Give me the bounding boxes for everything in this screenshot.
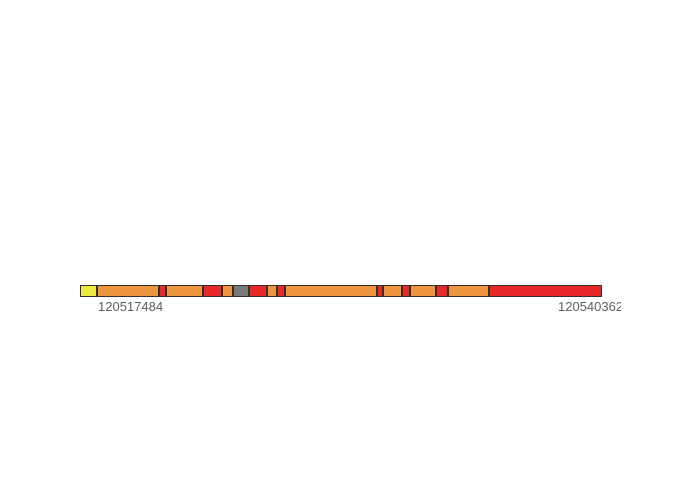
track-segment-red[interactable] [436, 285, 448, 297]
genomic-track [80, 285, 602, 297]
track-segment-red[interactable] [277, 285, 285, 297]
track-segment-orange[interactable] [285, 285, 377, 297]
track-segment-yellow[interactable] [80, 285, 97, 297]
axis-tick-label-end-clip: 120540362 [558, 299, 621, 317]
axis-tick-label-end: 120540362 [558, 299, 621, 314]
track-segment-red[interactable] [249, 285, 267, 297]
track-segment-orange[interactable] [448, 285, 489, 297]
track-segment-orange[interactable] [267, 285, 277, 297]
track-segment-orange[interactable] [97, 285, 159, 297]
track-segment-orange[interactable] [222, 285, 233, 297]
track-segment-orange[interactable] [166, 285, 203, 297]
track-segment-red[interactable] [159, 285, 166, 297]
track-segment-red[interactable] [489, 285, 602, 297]
track-segment-gray[interactable] [233, 285, 249, 297]
track-segment-orange[interactable] [383, 285, 402, 297]
track-segment-red[interactable] [203, 285, 222, 297]
track-segment-red[interactable] [402, 285, 410, 297]
axis-tick-label-start: 120517484 [98, 299, 164, 314]
track-segment-red[interactable] [377, 285, 383, 297]
track-segment-orange[interactable] [410, 285, 436, 297]
